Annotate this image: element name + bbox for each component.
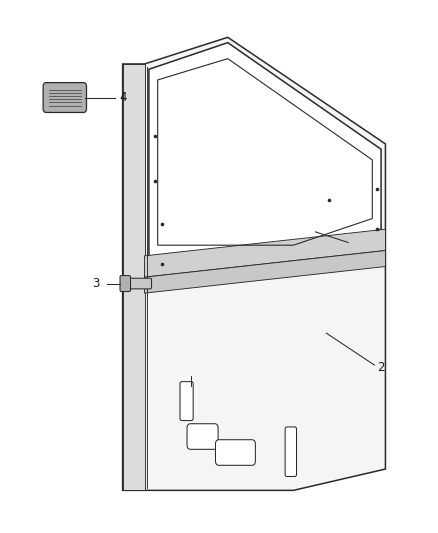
Polygon shape bbox=[149, 43, 381, 256]
FancyBboxPatch shape bbox=[120, 276, 131, 292]
Text: 4: 4 bbox=[119, 91, 127, 104]
FancyBboxPatch shape bbox=[215, 440, 255, 465]
Text: 2: 2 bbox=[378, 361, 385, 374]
Text: 1: 1 bbox=[353, 238, 360, 251]
FancyBboxPatch shape bbox=[180, 382, 193, 421]
Text: 3: 3 bbox=[92, 277, 100, 290]
Polygon shape bbox=[145, 229, 385, 277]
FancyBboxPatch shape bbox=[187, 424, 218, 449]
Polygon shape bbox=[123, 37, 385, 490]
FancyBboxPatch shape bbox=[128, 278, 152, 289]
FancyBboxPatch shape bbox=[285, 427, 297, 477]
FancyBboxPatch shape bbox=[43, 83, 86, 112]
Polygon shape bbox=[145, 251, 385, 293]
Polygon shape bbox=[123, 64, 145, 490]
